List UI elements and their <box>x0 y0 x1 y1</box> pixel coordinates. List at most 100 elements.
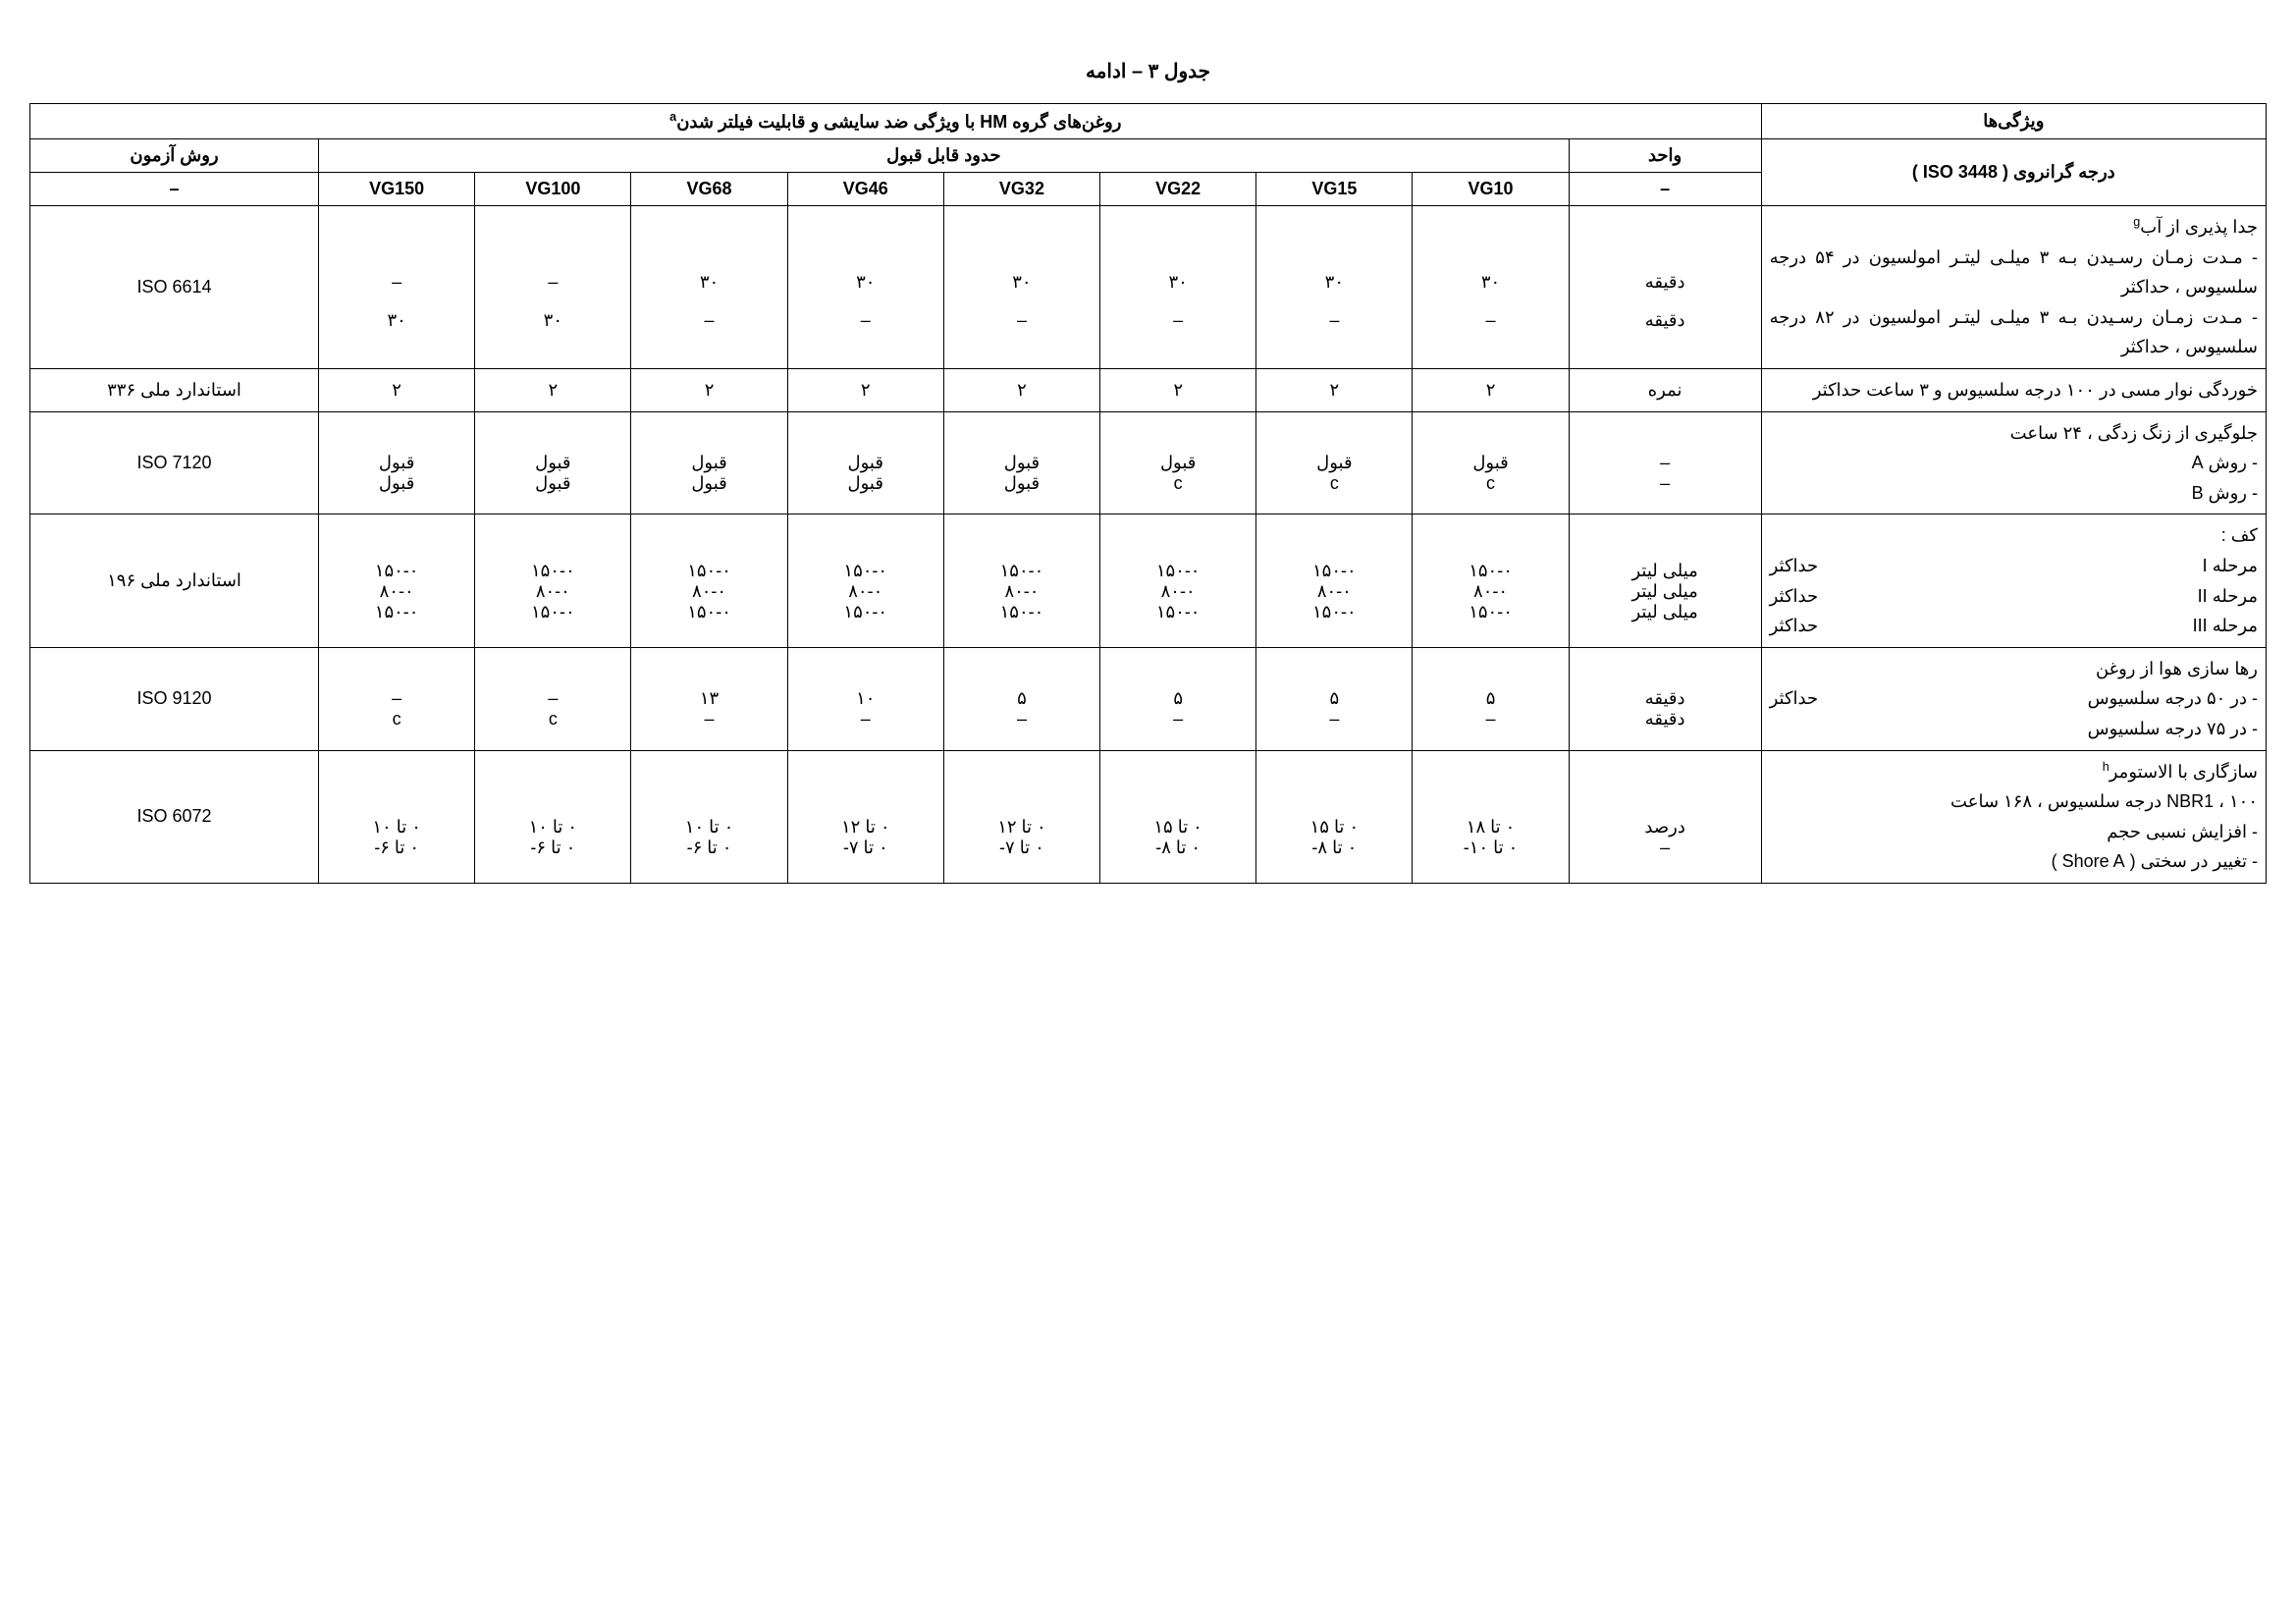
method-copper: استاندارد ملی ۳۳۶ <box>30 368 319 411</box>
th-accept: حدود قابل قبول <box>319 139 1570 173</box>
cell: ۰ تا ۱۵۰ تا ۸- <box>1100 750 1256 883</box>
v: ۰ تا ۱۰- <box>1420 838 1560 858</box>
v: ۰ تا ۶- <box>639 838 778 858</box>
cell: ۳۰– <box>787 206 943 369</box>
v: ۵ <box>1420 688 1560 709</box>
v: ۱۵۰-۰ <box>796 602 935 623</box>
method-air: ISO 9120 <box>30 647 319 750</box>
th-vg22: VG22 <box>1100 173 1256 206</box>
unit-rust-a: – <box>1577 453 1753 473</box>
cell: ۰ تا ۱۰۰ تا ۶- <box>631 750 787 883</box>
v: ۱۵۰-۰ <box>1108 602 1248 623</box>
v: – <box>1264 709 1404 730</box>
cell: ۳۰– <box>1256 206 1413 369</box>
prop-air: رها سازی هوا از روغن - در ۵۰ درجه سلسیوس… <box>1761 647 2266 750</box>
v: ۱۵۰-۰ <box>1264 602 1404 623</box>
prop-water-b: - مـدت زمـان رسـیدن بـه ۳ میلـی لیتـر ام… <box>1770 302 2258 362</box>
prop-water-sep: جدا پذیری از آبg - مـدت زمـان رسـیدن بـه… <box>1761 206 2266 369</box>
unit-water-b: دقیقه <box>1577 310 1753 331</box>
v: ۱۵۰-۰ <box>1264 561 1404 581</box>
v: – <box>952 310 1092 331</box>
unit-air-a: دقیقه <box>1577 688 1753 709</box>
v: ۸۰-۰ <box>1264 581 1404 602</box>
v: – <box>1108 310 1248 331</box>
v: – <box>1420 310 1560 331</box>
th-unit: واحد <box>1569 139 1761 173</box>
prop-rust-main: جلوگیری از زنگ زدگی ، ۲۴ ساعت <box>1770 418 2258 449</box>
v: ۰ تا ۱۲ <box>952 817 1092 838</box>
v: – <box>1108 709 1248 730</box>
v: ۰ تا ۸- <box>1108 838 1248 858</box>
cell: ۲ <box>631 368 787 411</box>
v: ۸۰-۰ <box>483 581 622 602</box>
spec-table: ویژگی‌ها روغن‌های گروه HM با ویژگی ضد سا… <box>29 103 2267 884</box>
th-vg32: VG32 <box>943 173 1099 206</box>
th-method: روش آزمون <box>30 139 319 173</box>
v: قبول <box>327 473 466 494</box>
cell: ۱۵۰-۰۸۰-۰۱۵۰-۰ <box>787 514 943 647</box>
v: ۱۵۰-۰ <box>1420 602 1560 623</box>
th-method-dash: – <box>30 173 319 206</box>
cell: ۰ تا ۱۲۰ تا ۷- <box>943 750 1099 883</box>
v: c <box>1420 473 1560 494</box>
v: ۰ تا ۱۵ <box>1264 817 1404 838</box>
air-s1-l: - در ۵۰ درجه سلسیوس <box>2088 683 2258 714</box>
v: ۳۰ <box>1108 272 1248 293</box>
header-row-1: ویژگی‌ها روغن‌های گروه HM با ویژگی ضد سا… <box>30 104 2267 139</box>
unit-elast-a: درصد <box>1577 817 1753 838</box>
v: قبول <box>952 453 1092 473</box>
row-water-sep: جدا پذیری از آبg - مـدت زمـان رسـیدن بـه… <box>30 206 2267 369</box>
cell: قبولقبول <box>475 411 631 514</box>
cell: ۰ تا ۱۸۰ تا ۱۰- <box>1413 750 1569 883</box>
cell: ۱۰– <box>787 647 943 750</box>
v: ۱۵۰-۰ <box>1420 561 1560 581</box>
v: – <box>639 310 778 331</box>
prop-air-main: رها سازی هوا از روغن <box>1770 654 2258 684</box>
v: ۰ تا ۱۰ <box>639 817 778 838</box>
unit-foam: میلی لیتر میلی لیتر میلی لیتر <box>1569 514 1761 647</box>
method-water: ISO 6614 <box>30 206 319 369</box>
unit-elast-b: – <box>1577 838 1753 858</box>
cell: ۱۵۰-۰۸۰-۰۱۵۰-۰ <box>631 514 787 647</box>
th-vg100: VG100 <box>475 173 631 206</box>
v: c <box>327 709 466 730</box>
foam-s2-r: حداکثر <box>1770 581 1819 612</box>
v: – <box>327 272 466 293</box>
cell: ۵– <box>1413 647 1569 750</box>
cell: ۵– <box>943 647 1099 750</box>
unit-rust: – – <box>1569 411 1761 514</box>
foam-s3-l: مرحله III <box>2193 611 2258 641</box>
v: c <box>1264 473 1404 494</box>
cell: ۲ <box>943 368 1099 411</box>
v: قبول <box>1420 453 1560 473</box>
prop-elast-s2: - تغییر در سختی ( Shore A ) <box>1770 846 2258 877</box>
v: قبول <box>483 473 622 494</box>
prop-water-main: جدا پذیری از آب <box>2140 217 2258 237</box>
th-viscosity-grade: درجه گرانروی ( ISO 3448 ) <box>1761 139 2266 206</box>
prop-elastomer: سازگاری با الاستومرh NBR1 ، ۱۰۰ درجه سلس… <box>1761 750 2266 883</box>
v: ۰ تا ۶- <box>483 838 622 858</box>
cell: ۳۰– <box>1413 206 1569 369</box>
foam-s1-r: حداکثر <box>1770 551 1819 581</box>
cell: ۳۰ – <box>1100 206 1256 369</box>
v: ۱۵۰-۰ <box>327 561 466 581</box>
v: ۳۰ <box>327 310 466 331</box>
group-title-text: روغن‌های گروه HM با ویژگی ضد سایشی و قاب… <box>676 112 1121 132</box>
cell: ۳۰– <box>943 206 1099 369</box>
v: ۰ تا ۱۰ <box>327 817 466 838</box>
v: ۰ تا ۸- <box>1264 838 1404 858</box>
prop-rust-b: - روش B <box>1770 478 2258 509</box>
th-vg10: VG10 <box>1413 173 1569 206</box>
v: ۱۵۰-۰ <box>1108 561 1248 581</box>
cell: ۵– <box>1100 647 1256 750</box>
v: ۸۰-۰ <box>327 581 466 602</box>
table-title: جدول ۳ – ادامه <box>29 59 2267 83</box>
v: ۱۵۰-۰ <box>952 602 1092 623</box>
v: ۰ تا ۶- <box>327 838 466 858</box>
cell: قبولقبول <box>787 411 943 514</box>
unit-elast: درصد – <box>1569 750 1761 883</box>
unit-water: دقیقه دقیقه <box>1569 206 1761 369</box>
v: ۸۰-۰ <box>952 581 1092 602</box>
method-elast: ISO 6072 <box>30 750 319 883</box>
v: ۳۰ <box>639 272 778 293</box>
